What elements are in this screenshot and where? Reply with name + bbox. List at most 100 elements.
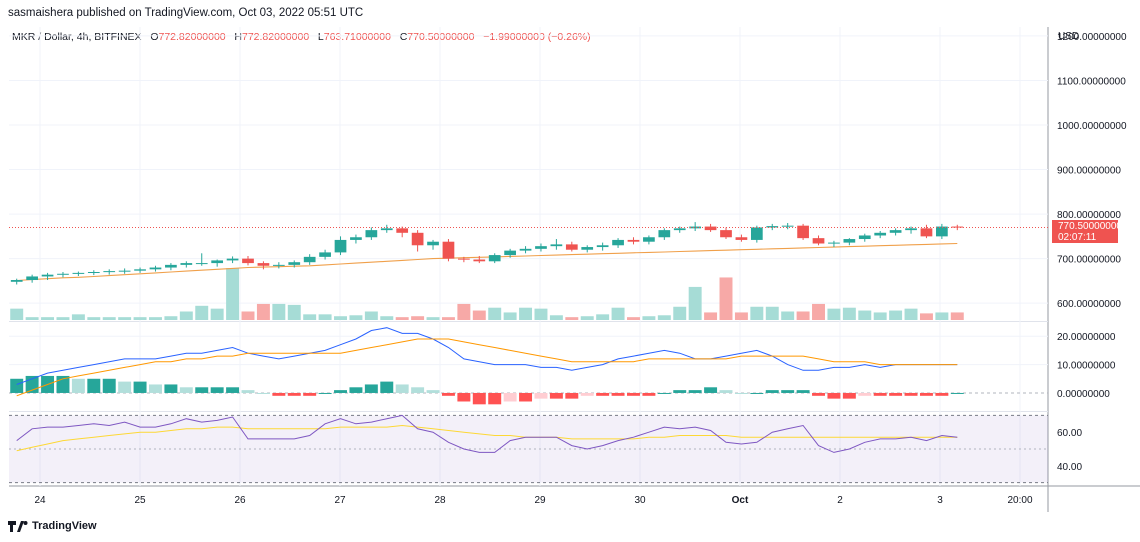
macd-histogram-bar	[488, 392, 502, 405]
macd-histogram-bar	[334, 390, 347, 393]
macd-histogram-bar	[287, 392, 301, 396]
publication-header: sasmaishera published on TradingView.com…	[8, 7, 364, 19]
volume-bar	[719, 277, 733, 320]
macd-histogram-bar	[256, 392, 270, 394]
volume-bar	[287, 304, 301, 320]
volume-bar	[411, 316, 425, 320]
time-axis-tick-label: 30	[634, 495, 646, 506]
symbol-label[interactable]: MKR / Dollar, 4h, BITFINEX	[12, 31, 142, 43]
volume-bar	[426, 317, 440, 320]
macd-histogram-bar	[858, 392, 872, 396]
candle-body	[812, 238, 825, 244]
last-price-tag: 770.50000000 02:07:11	[1052, 220, 1122, 243]
macd-histogram-bar	[210, 387, 224, 393]
tradingview-logo-icon	[8, 520, 28, 532]
volume-bar	[25, 317, 39, 320]
macd-histogram-bar	[519, 392, 533, 402]
time-axis-tick-label: Oct	[732, 495, 749, 506]
volume-bar	[503, 312, 517, 320]
volume-bar	[549, 315, 563, 320]
candle-body	[458, 258, 470, 260]
volume-bar	[889, 310, 903, 320]
macd-histogram-bar	[781, 390, 795, 393]
high-label: H	[234, 31, 242, 43]
time-axis-tick-label: 27	[334, 495, 346, 506]
volume-bar	[71, 314, 85, 320]
volume-bar	[87, 317, 101, 320]
macd-histogram-bar	[596, 392, 610, 396]
candle-body	[596, 245, 609, 248]
candle-body	[149, 267, 162, 270]
price-axis-tick-label: 1000.00000000	[1057, 121, 1127, 132]
macd-histogram-bar	[734, 392, 748, 394]
currency-label[interactable]: USD	[1058, 31, 1080, 42]
macd-histogram-bar	[241, 390, 255, 393]
macd-histogram-bar	[380, 381, 394, 393]
candle-body	[920, 228, 933, 237]
candle-body	[658, 230, 671, 238]
volume-bar	[611, 307, 625, 320]
macd-histogram-bar	[87, 378, 101, 393]
volume-bar	[704, 312, 718, 320]
macd-histogram-bar	[549, 392, 563, 399]
volume-bar	[241, 311, 255, 320]
macd-histogram-bar	[226, 387, 240, 393]
candle-body	[165, 264, 177, 268]
candle-body	[905, 228, 917, 231]
candle-body	[627, 239, 640, 242]
macd-histogram-bar	[503, 392, 517, 402]
candle-body	[26, 276, 38, 281]
low-value: 763.71000000	[323, 31, 391, 43]
volume-bar	[41, 317, 55, 320]
macd-histogram-bar	[10, 378, 24, 393]
macd-histogram-bar	[179, 387, 193, 393]
candle-body	[350, 237, 362, 240]
macd-histogram-bar	[457, 392, 471, 402]
time-axis-tick-label: 25	[134, 495, 146, 506]
last-price-value: 770.50000000	[1058, 221, 1122, 232]
macd-histogram-bar	[118, 381, 132, 393]
volume-bar	[10, 308, 24, 320]
candle-body	[535, 246, 547, 249]
price-axis-tick-label: 900.00000000	[1057, 166, 1121, 177]
macd-histogram-bar	[426, 390, 440, 393]
volume-bar	[734, 312, 748, 320]
candle-body	[87, 272, 100, 273]
candle-body	[473, 259, 486, 262]
volume-bar	[226, 268, 240, 320]
candle-body	[735, 237, 748, 240]
macd-histogram-bar	[642, 392, 656, 396]
macd-histogram-bar	[919, 392, 933, 396]
macd-histogram-bar	[565, 392, 579, 399]
macd-histogram-bar	[164, 384, 178, 393]
volume-bar	[642, 316, 656, 320]
candle-body	[411, 232, 424, 246]
volume-bar	[580, 316, 594, 320]
macd-histogram-bar	[827, 392, 841, 399]
volume-bar	[935, 312, 949, 320]
candle-body	[874, 232, 887, 236]
open-label: O	[150, 31, 159, 43]
volume-bar	[842, 307, 856, 320]
candle-body	[10, 280, 23, 282]
macd-histogram-bar	[611, 392, 625, 396]
macd-histogram-bar	[842, 392, 856, 399]
candle-body	[134, 269, 146, 271]
macd-line	[16, 327, 958, 385]
macd-histogram-bar	[102, 378, 116, 393]
candle-body	[319, 252, 331, 257]
macd-histogram-bar	[750, 392, 764, 394]
time-axis-tick-label: 29	[534, 495, 546, 506]
footer-brand: TradingView	[32, 520, 97, 532]
volume-bar	[627, 317, 640, 320]
candle-body	[365, 230, 378, 238]
price-axis-tick-label: 1200.00000000	[1057, 32, 1127, 43]
time-axis-tick-label: 3	[937, 495, 943, 506]
candle-body	[581, 247, 594, 250]
volume-bar	[565, 317, 579, 320]
volume-bar	[303, 314, 317, 320]
time-axis-tick-label: 28	[434, 495, 446, 506]
tradingview-logo[interactable]: TradingView	[8, 520, 97, 532]
macd-histogram-bar	[71, 378, 85, 393]
